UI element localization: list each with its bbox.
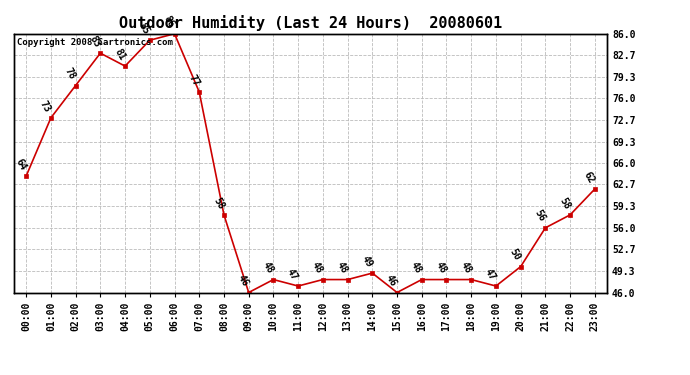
Text: 48: 48 [261,260,275,275]
Text: 58: 58 [211,195,226,211]
Text: 73: 73 [38,99,52,114]
Text: Copyright 2008 Cartronics.com: Copyright 2008 Cartronics.com [17,38,172,46]
Text: 83: 83 [88,34,102,49]
Text: 47: 47 [285,267,300,282]
Text: 48: 48 [409,260,424,275]
Text: 48: 48 [433,260,448,275]
Title: Outdoor Humidity (Last 24 Hours)  20080601: Outdoor Humidity (Last 24 Hours) 2008060… [119,15,502,31]
Text: 48: 48 [335,260,349,275]
Text: 77: 77 [186,73,201,88]
Text: 85: 85 [137,21,152,36]
Text: 64: 64 [13,157,28,172]
Text: 46: 46 [384,273,399,288]
Text: 48: 48 [458,260,473,275]
Text: 49: 49 [359,254,374,269]
Text: 48: 48 [310,260,324,275]
Text: 46: 46 [236,273,250,288]
Text: 62: 62 [582,170,597,185]
Text: 78: 78 [63,66,77,81]
Text: 50: 50 [508,247,522,262]
Text: 81: 81 [112,47,127,62]
Text: 86: 86 [161,14,176,30]
Text: 47: 47 [483,267,497,282]
Text: 56: 56 [533,209,547,224]
Text: 58: 58 [558,195,572,211]
